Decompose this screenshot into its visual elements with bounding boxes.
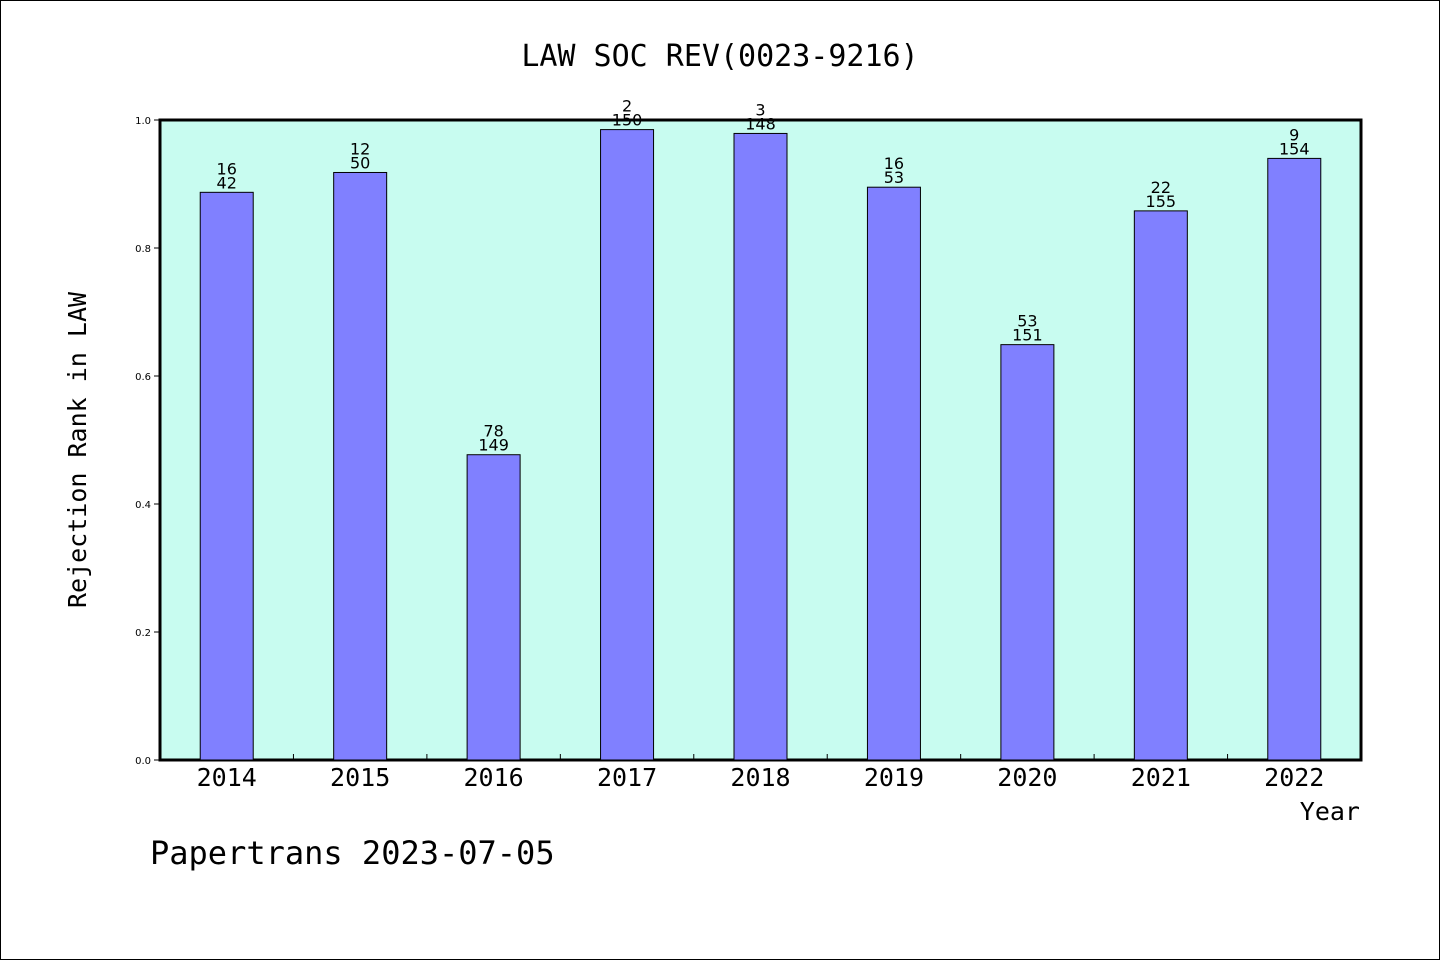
x-axis: 2014 2015 2016 2017 2018 2019 2020 2021 2022 (197, 754, 1324, 792)
bar-rank-label: 3 (755, 100, 765, 119)
y-axis: 0.0 0.2 0.4 0.6 0.8 1.0 (135, 116, 160, 767)
x-axis-label: Year (1300, 797, 1360, 826)
bar-total-label: 148 (745, 114, 776, 133)
bar-2015 (333, 171, 388, 761)
bar-rank-label: 2 (622, 97, 632, 116)
bar-total-label: 150 (612, 111, 643, 130)
bar-2017 (600, 129, 655, 761)
y-tick-label: 1.0 (135, 116, 151, 127)
x-tick-label: 2014 (197, 763, 257, 792)
y-tick-label: 0.4 (135, 500, 151, 511)
bar-2016 (466, 454, 521, 761)
bar-rank-label: 22 (1151, 178, 1171, 197)
footer-credit: Papertrans 2023-07-05 (150, 834, 555, 872)
bar-2018 (733, 132, 788, 761)
bar-2019 (866, 186, 921, 761)
y-tick-label: 0.0 (135, 756, 151, 767)
bar-total-label: 149 (478, 436, 509, 455)
x-tick-label: 2020 (997, 763, 1057, 792)
bar-total-label: 151 (1012, 326, 1043, 345)
x-tick-label: 2016 (464, 763, 524, 792)
bar-2014 (199, 191, 254, 761)
x-tick-label: 2015 (330, 763, 390, 792)
bar-total-label: 53 (884, 168, 904, 187)
x-tick-label: 2019 (864, 763, 924, 792)
bar-rank-label: 9 (1289, 125, 1299, 144)
bars-group (199, 129, 1322, 761)
y-tick-label: 0.8 (135, 244, 151, 255)
bar-2022 (1267, 157, 1322, 761)
bar-total-label: 155 (1146, 192, 1177, 211)
bar-rank-label: 12 (350, 139, 370, 158)
x-tick-label: 2018 (730, 763, 790, 792)
x-tick-label: 2017 (597, 763, 657, 792)
bar-2021 (1133, 210, 1188, 761)
bar-rank-label: 16 (884, 154, 904, 173)
bar-total-label: 42 (217, 173, 237, 192)
y-tick-label: 0.2 (135, 628, 151, 639)
bar-total-label: 50 (350, 153, 370, 172)
bar-total-label: 154 (1279, 139, 1310, 158)
x-tick-label: 2021 (1131, 763, 1191, 792)
y-tick-label: 0.6 (135, 372, 151, 383)
y-axis-label: Rejection Rank in LAW (63, 291, 92, 608)
bar-rank-label: 53 (1017, 312, 1037, 331)
bar-rank-label: 78 (483, 422, 503, 441)
bar-rank-label: 16 (217, 159, 237, 178)
x-tick-label: 2022 (1264, 763, 1324, 792)
bar-2020 (1000, 344, 1055, 761)
chart-title: LAW SOC REV(0023-9216) (521, 39, 918, 74)
